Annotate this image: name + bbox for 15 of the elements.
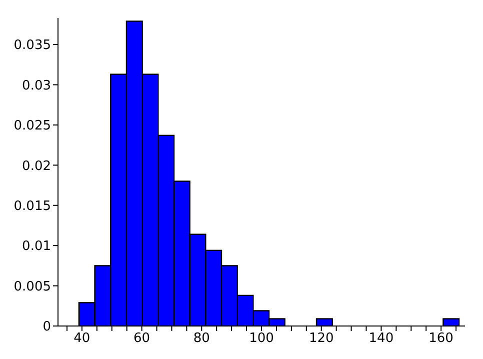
x-tick-label: 120 xyxy=(308,331,334,346)
x-tick-label: 80 xyxy=(193,331,210,346)
x-tick-label: 160 xyxy=(428,331,454,346)
y-tick-label: 0.005 xyxy=(14,279,51,294)
y-tick-label: 0.025 xyxy=(14,118,51,134)
x-tick-label: 140 xyxy=(368,331,394,346)
x-tick-label: 60 xyxy=(134,331,150,346)
x-tick-label: 100 xyxy=(249,331,274,346)
x-tick-label: 40 xyxy=(74,331,90,346)
y-tick-label: 0 xyxy=(42,320,51,335)
y-tick-label: 0.035 xyxy=(14,38,51,54)
y-tick-label: 0.03 xyxy=(22,78,51,94)
y-tick-label: 0.015 xyxy=(14,198,51,214)
y-tick-label: 0.01 xyxy=(22,239,51,254)
y-tick-label: 0.02 xyxy=(22,158,51,174)
